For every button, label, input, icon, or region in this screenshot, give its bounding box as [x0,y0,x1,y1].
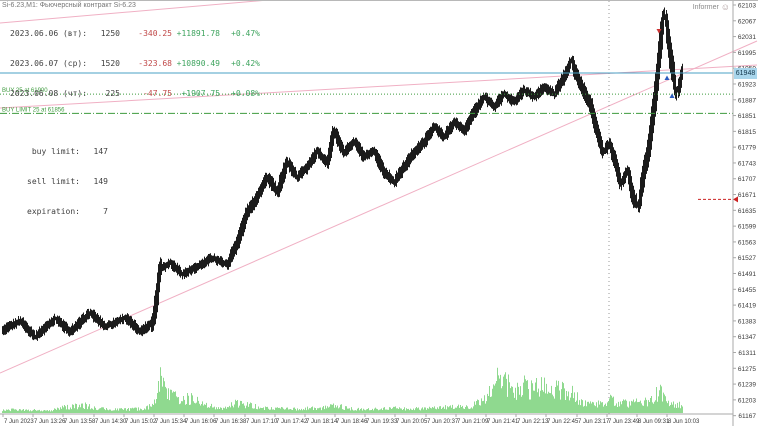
stat-date: 2023.06.06 (вт): [10,29,88,38]
price-axis-label: 61851 [738,113,756,120]
daily-stats-panel: 2023.06.06 (вт): 1250 -340.25 +11891.78 … [10,9,260,257]
limit-label: buy limit: [31,147,80,156]
informer-label: Informer [692,3,719,11]
price-axis-label: 61563 [738,239,756,246]
stat-value2: +1907.75 [181,89,220,98]
time-axis-label: 7 Jun 23:49 [608,419,640,425]
limit-label: sell limit: [27,177,80,186]
smiley-icon: ☺ [720,2,730,12]
limit-row: sell limit: 149 [10,177,260,187]
stats-row: 2023.06.08 (чт): 225 -47.75 +1907.75 +0.… [10,89,260,99]
time-axis-label: 7 Jun 18:46 [336,419,368,425]
price-axis-label: 61527 [738,255,756,262]
price-axis-label: 61707 [738,176,756,183]
informer-widget[interactable]: Informer ☺ [692,2,730,12]
time-axis-label: 7 Jun 20:05 [396,419,428,425]
stat-percent: +0.08% [231,89,260,98]
price-axis-label: 61383 [738,318,756,325]
buy-position-label: BUY 25 at 61900 [2,88,48,94]
price-axis-label: 62031 [738,34,756,41]
stat-count: 1250 [100,29,120,38]
stop-arrow-icon [733,196,738,203]
price-axis-label: 61743 [738,160,756,167]
time-axis-label: 7 Jun 23:17 [578,419,610,425]
price-axis-label: 61203 [738,397,756,404]
stat-value2: +10890.49 [176,59,220,68]
chart-title: Si-6.23,M1: Фьючерсный контракт Si-6.23 [2,2,136,9]
time-axis-label: 7 Jun 15:02 [125,419,157,425]
time-axis-label: 7 Jun 22:45 [547,419,579,425]
limit-value: 149 [93,177,108,186]
stat-percent: +0.47% [231,29,260,38]
price-axis-label: 61491 [738,271,756,278]
price-axis-label: 61887 [738,97,756,104]
time-axis-label: 8 Jun 10:03 [668,419,700,425]
stat-count: 225 [105,89,120,98]
stat-value1: -47.75 [143,89,172,98]
price-axis-label: 61239 [738,382,756,389]
stat-value1: -340.25 [138,29,172,38]
price-axis-label: 62067 [738,18,756,25]
limit-value: 7 [103,207,108,216]
time-axis-label: 7 Jun 2023 [4,419,34,425]
current-price-label: 61948 [734,68,757,79]
time-axis-label: 7 Jun 17:10 [246,419,278,425]
price-axis-label: 61815 [738,129,756,136]
price-axis-label: 61599 [738,224,756,231]
stat-count: 1520 [100,59,120,68]
limit-label: expiration: [27,207,80,216]
stat-date: 2023.06.08 (чт): [10,89,88,98]
price-axis-label: 61347 [738,334,756,341]
time-axis-label: 7 Jun 16:38 [215,419,247,425]
mid-trendline[interactable] [0,64,758,109]
time-axis-label: 7 Jun 16:06 [185,419,217,425]
stat-date: 2023.06.07 (ср): [10,59,88,68]
stat-value1: -323.68 [138,59,172,68]
price-axis-label: 61419 [738,303,756,310]
price-axis-label: 61779 [738,145,756,152]
time-axis-label: 7 Jun 22:13 [517,419,549,425]
limit-row: buy limit: 147 [10,147,260,157]
price-axis-label: 61635 [738,208,756,215]
time-axis-label: 7 Jun 13:58 [64,419,96,425]
buy-arrow-icon [664,75,670,80]
price-axis-label: 61455 [738,287,756,294]
price-axis-label: 61275 [738,366,756,373]
price-axis-label: 61995 [738,50,756,57]
stats-row: 2023.06.06 (вт): 1250 -340.25 +11891.78 … [10,29,260,39]
sell-arrow-icon [656,29,662,34]
price-axis-label: 61311 [738,350,756,357]
price-axis-label: 61671 [738,192,756,199]
time-axis-label: 7 Jun 21:09 [457,419,489,425]
price-axis-label: 62103 [738,3,756,10]
time-axis-label: 7 Jun 19:33 [366,419,398,425]
buy-limit-order-label: BUY LIMIT 25 at 61856 [2,107,65,113]
time-axis-label: 8 Jun 09:31 [638,419,670,425]
limit-row: expiration: 7 [10,207,260,217]
candlestick-series [2,7,683,341]
time-axis-label: 7 Jun 18:14 [306,419,338,425]
upper-trendline[interactable] [0,1,280,24]
limit-value: 147 [93,147,108,156]
stat-value2: +11891.78 [176,29,220,38]
stat-percent: +0.42% [231,59,260,68]
limits-block: buy limit: 147 sell limit: 149 expiratio… [10,127,260,237]
time-axis-label: 7 Jun 15:34 [155,419,187,425]
time-axis-label: 7 Jun 13:26 [34,419,66,425]
time-axis-label: 7 Jun 21:41 [487,419,519,425]
price-axis-label: 61167 [738,413,756,420]
time-axis-label: 7 Jun 17:42 [276,419,308,425]
time-axis-label: 7 Jun 20:37 [427,419,459,425]
price-axis-label: 61923 [738,81,756,88]
volume-histogram [2,367,683,413]
stats-row: 2023.06.07 (ср): 1520 -323.68 +10890.49 … [10,59,260,69]
buy-arrow-icon [669,93,675,98]
time-axis-label: 7 Jun 14:30 [95,419,127,425]
